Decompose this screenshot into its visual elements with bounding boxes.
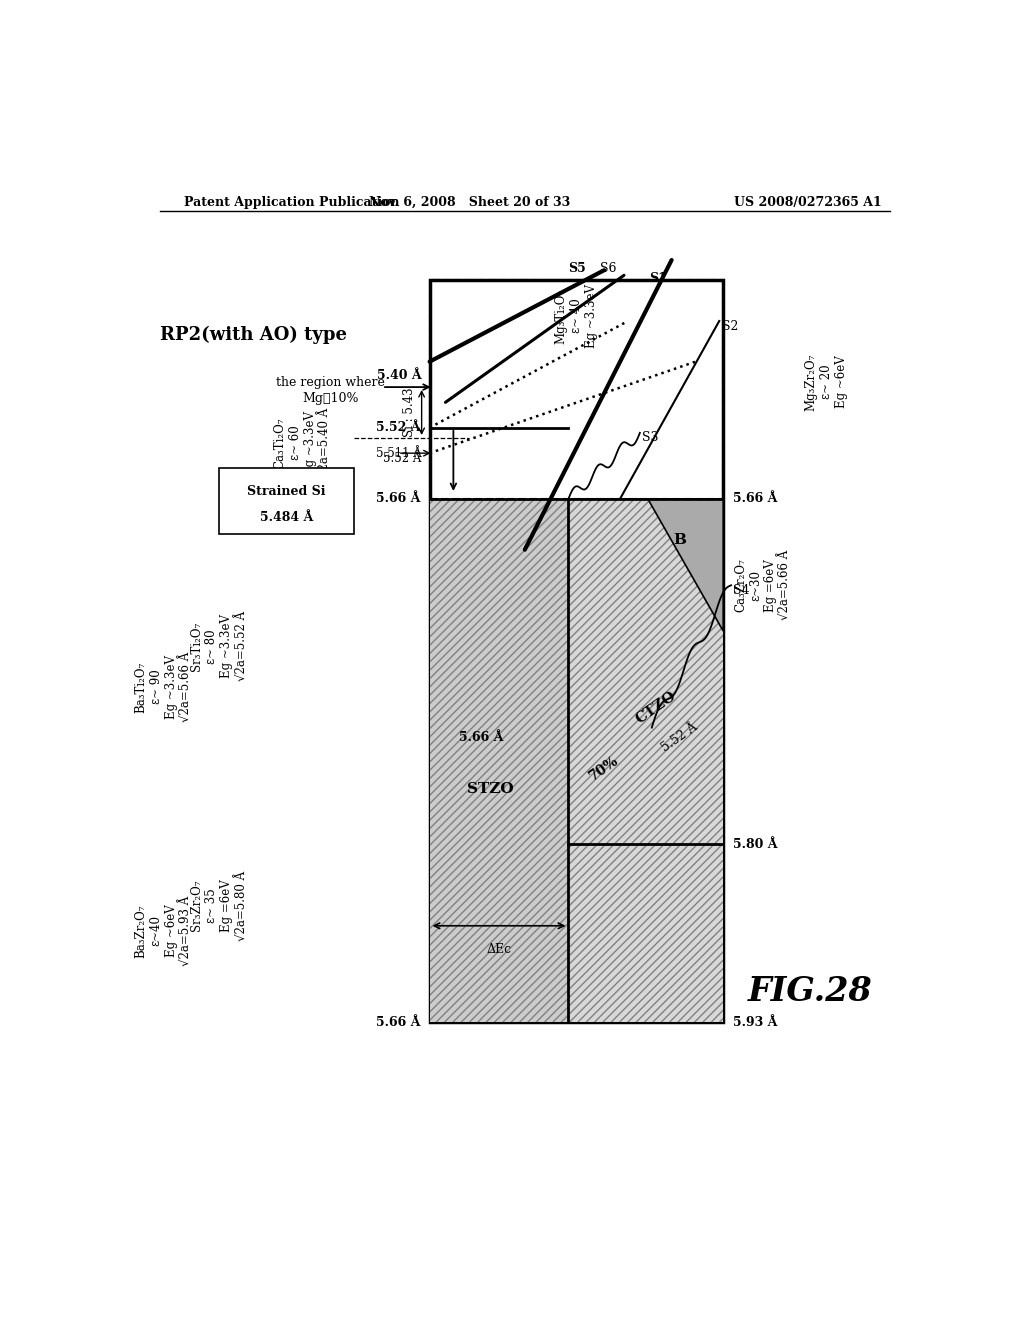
Text: Ba₃Ti₂O₇
ε~ 90
Eg ~3.3eV
√2a=5.66 Å: Ba₃Ti₂O₇ ε~ 90 Eg ~3.3eV √2a=5.66 Å (135, 652, 193, 722)
Bar (430, 280, 723, 499)
Polygon shape (568, 499, 723, 631)
Text: Strained Si: Strained Si (248, 484, 326, 498)
Text: S4: S4 (733, 583, 750, 597)
Text: 5.66 Å: 5.66 Å (376, 1016, 420, 1028)
Text: 5.52 Å: 5.52 Å (376, 421, 420, 434)
Text: 5.66 Å: 5.66 Å (733, 492, 777, 506)
Text: Sr₃Ti₂O₇
ε~ 80
Eg ~3.3eV
√2a=5.52 Å: Sr₃Ti₂O₇ ε~ 80 Eg ~3.3eV √2a=5.52 Å (190, 611, 248, 681)
Text: S6: S6 (600, 263, 616, 276)
Text: S5: S5 (568, 263, 586, 276)
Text: 5.40 Å: 5.40 Å (377, 370, 422, 381)
Text: S1: S1 (649, 272, 668, 285)
Text: Nov. 6, 2008   Sheet 20 of 33: Nov. 6, 2008 Sheet 20 of 33 (369, 195, 570, 209)
Text: Ba₃Zr₂O₇
ε~40
Eg ~6eV
√2a=5.93 Å: Ba₃Zr₂O₇ ε~40 Eg ~6eV √2a=5.93 Å (135, 896, 193, 966)
Text: 5.52 Å: 5.52 Å (659, 721, 700, 755)
Bar (430, 499, 568, 1022)
Bar (219, 469, 354, 535)
Text: 5.80 Å: 5.80 Å (733, 838, 777, 851)
Text: Si : 5.43: Si : 5.43 (403, 388, 416, 437)
Text: Mg₃Zr₂O₇
ε~ 20
Eg ~6eV: Mg₃Zr₂O₇ ε~ 20 Eg ~6eV (805, 354, 848, 411)
Text: the region where: the region where (275, 375, 385, 388)
Text: S3: S3 (642, 432, 658, 445)
Text: 5.511 Å: 5.511 Å (376, 446, 422, 459)
Text: Ca₃Ti₂O₇
ε~ 60
Eg ~3.3eV
√2a=5.40 Å: Ca₃Ti₂O₇ ε~ 60 Eg ~3.3eV √2a=5.40 Å (273, 408, 332, 478)
Text: 5.484 Å: 5.484 Å (260, 511, 313, 524)
Text: RP2(with AO) type: RP2(with AO) type (160, 326, 347, 345)
Text: 5.66 Å: 5.66 Å (459, 731, 504, 744)
Text: 5.52 Å: 5.52 Å (383, 451, 422, 465)
Text: STZO: STZO (467, 781, 513, 796)
Text: FIG.28: FIG.28 (749, 975, 872, 1008)
Text: 5.66 Å: 5.66 Å (376, 492, 420, 506)
Text: Sr₃Zr₂O₇
ε~ 35
Eg =6eV
√2a=5.80 Å: Sr₃Zr₂O₇ ε~ 35 Eg =6eV √2a=5.80 Å (190, 870, 248, 941)
Text: B: B (673, 532, 686, 546)
Text: S2: S2 (722, 319, 738, 333)
Text: Mg≦10%: Mg≦10% (302, 392, 358, 405)
Text: Ca₃Zr₂O₇
ε~30
Eg =6eV
√2a=5.66 Å: Ca₃Zr₂O₇ ε~30 Eg =6eV √2a=5.66 Å (734, 550, 792, 620)
Text: US 2008/0272365 A1: US 2008/0272365 A1 (734, 195, 882, 209)
Text: 70%: 70% (587, 754, 622, 783)
Bar (430, 280, 723, 1022)
Text: Mg₃Ti₂O₇
ε~ 40
Eg ~3.3eV: Mg₃Ti₂O₇ ε~ 40 Eg ~3.3eV (555, 284, 598, 348)
Bar (568, 499, 723, 1022)
Text: CTZO: CTZO (633, 688, 679, 726)
Text: 5.93 Å: 5.93 Å (733, 1016, 777, 1028)
Text: Patent Application Publication: Patent Application Publication (183, 195, 399, 209)
Text: ΔEc: ΔEc (486, 942, 512, 956)
